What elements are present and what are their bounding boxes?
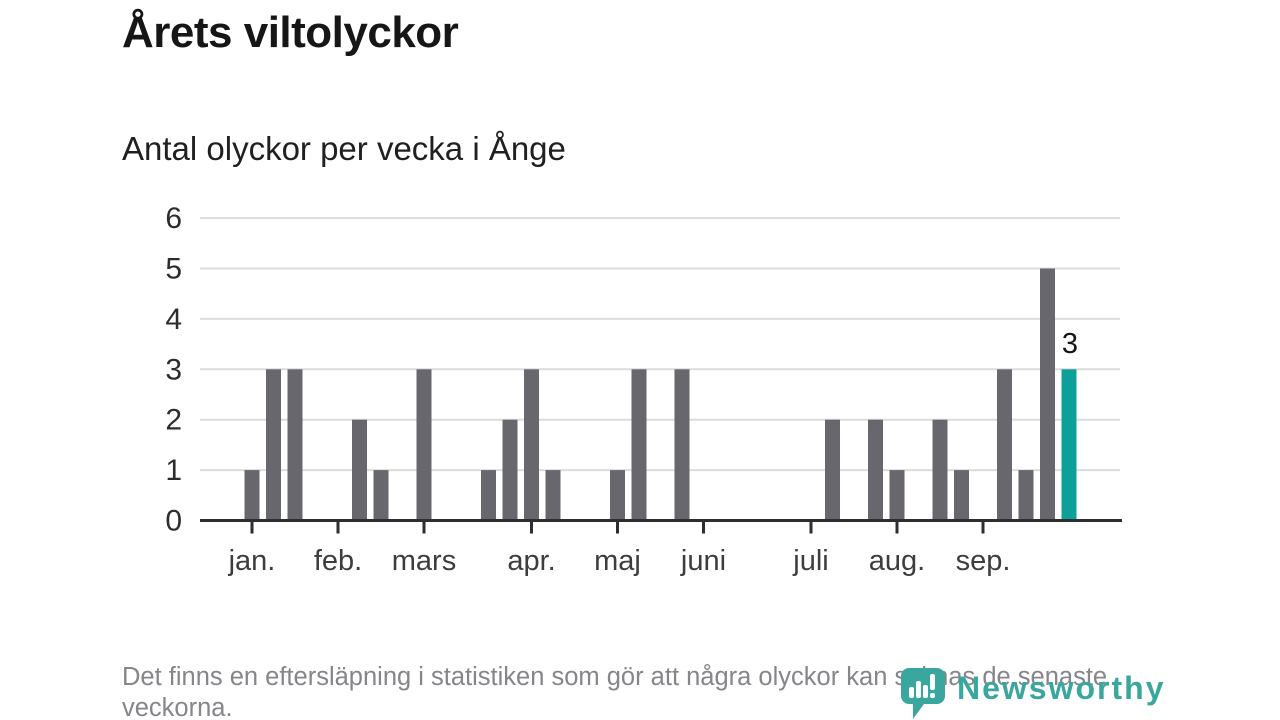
month-label: aug.	[869, 545, 925, 577]
month-label: sep.	[956, 545, 1011, 577]
y-tick-label: 1	[165, 454, 182, 487]
y-tick-label: 2	[165, 404, 182, 437]
bar	[868, 419, 883, 521]
bar	[266, 369, 281, 521]
newsworthy-logo-text: Newsworthy	[957, 670, 1166, 706]
y-tick-label: 6	[165, 202, 182, 235]
month-label: maj	[594, 545, 641, 577]
bar	[524, 369, 539, 521]
bar	[244, 470, 260, 521]
y-tick-label: 5	[165, 253, 182, 286]
month-label: juni	[680, 545, 726, 577]
bar	[1040, 268, 1055, 521]
bar	[954, 470, 969, 521]
bar	[610, 470, 625, 521]
bar-current-week	[1061, 369, 1077, 521]
bar	[1018, 470, 1034, 521]
month-label: juli	[792, 545, 828, 577]
month-label: mars	[392, 545, 456, 577]
bar	[825, 419, 840, 521]
month-label: jan.	[228, 545, 276, 577]
month-label: apr.	[507, 545, 555, 577]
bar	[416, 369, 432, 521]
y-tick-label: 3	[165, 353, 182, 386]
bar	[481, 470, 496, 521]
bar	[932, 419, 948, 521]
chart-subtitle: Antal olyckor per vecka i Ånge	[122, 130, 566, 167]
bar	[545, 470, 561, 521]
month-label: feb.	[314, 545, 362, 577]
bar	[889, 470, 905, 521]
y-tick-label: 4	[165, 303, 182, 336]
highlight-value-label: 3	[1062, 328, 1078, 360]
newsworthy-logo: Newsworthy	[901, 668, 1165, 720]
bar	[631, 369, 647, 521]
bar	[502, 419, 518, 521]
bar	[674, 369, 690, 521]
bar	[287, 369, 303, 521]
page-title: Årets viltolyckor	[122, 8, 459, 57]
y-tick-label: 0	[165, 505, 182, 538]
newsworthy-logo-icon	[901, 668, 945, 719]
bar	[352, 419, 367, 521]
bar	[373, 470, 389, 521]
bar	[997, 369, 1012, 521]
